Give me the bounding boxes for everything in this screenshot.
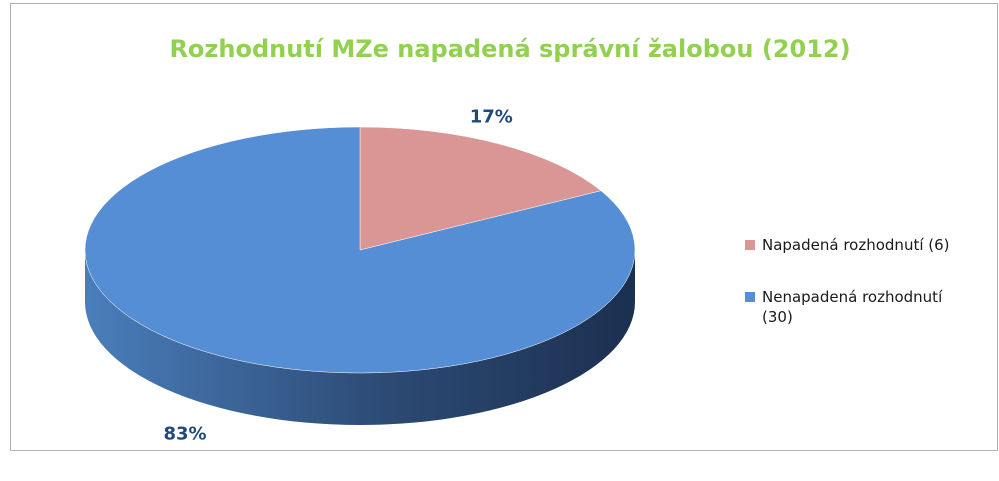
legend-swatch [745,292,755,302]
data-label: 83% [163,423,206,444]
chart-title: Rozhodnutí MZe napadená správní žalobou … [169,35,850,63]
legend-label: Nenapadená rozhodnutí (30) [762,288,943,326]
legend-swatch [745,240,755,250]
data-label: 17% [470,107,513,128]
pie-side [85,250,635,425]
pie-slice [359,126,602,251]
pie-slice [84,126,636,374]
legend-label: Napadená rozhodnutí (6) [762,236,950,254]
